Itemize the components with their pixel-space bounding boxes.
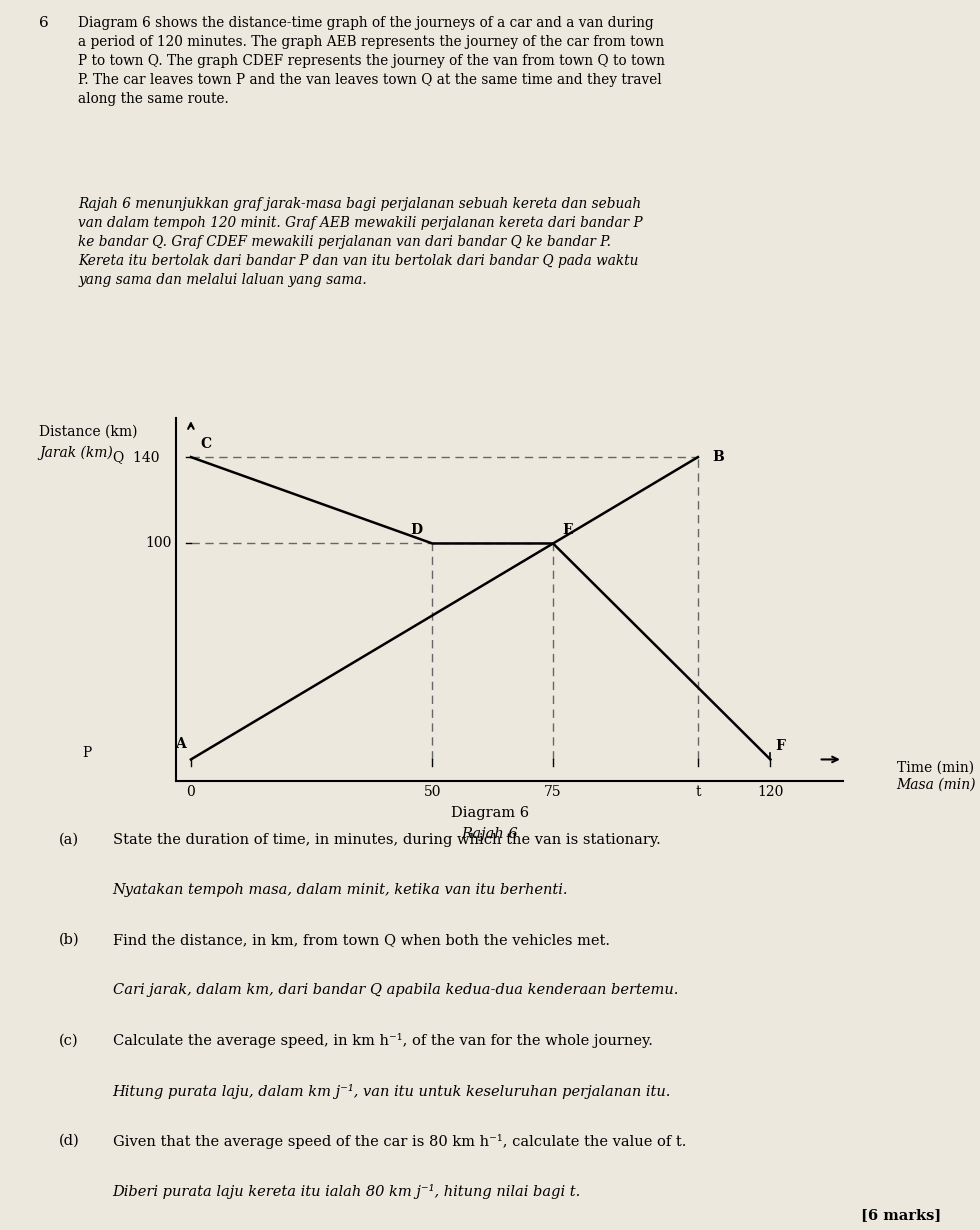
Text: F: F — [775, 739, 785, 753]
Text: Masa (min): Masa (min) — [897, 777, 976, 792]
Text: D: D — [411, 523, 422, 538]
Text: Rajah 6: Rajah 6 — [462, 827, 518, 840]
Text: B: B — [712, 450, 724, 464]
Text: 100: 100 — [145, 536, 172, 551]
Text: 50: 50 — [423, 786, 441, 800]
Text: Diagram 6: Diagram 6 — [451, 806, 529, 819]
Text: Distance (km): Distance (km) — [39, 424, 138, 438]
Text: t: t — [695, 786, 701, 800]
Text: Hitung purata laju, dalam km j⁻¹, van itu untuk keseluruhan perjalanan itu.: Hitung purata laju, dalam km j⁻¹, van it… — [113, 1084, 671, 1098]
Text: (c): (c) — [59, 1033, 78, 1048]
Text: Diberi purata laju kereta itu ialah 80 km j⁻¹, hitung nilai bagi t.: Diberi purata laju kereta itu ialah 80 k… — [113, 1184, 581, 1199]
Text: Given that the average speed of the car is 80 km h⁻¹, calculate the value of t.: Given that the average speed of the car … — [113, 1134, 686, 1149]
Text: C: C — [201, 437, 212, 450]
Text: Time (min): Time (min) — [897, 760, 974, 775]
Text: Cari jarak, dalam km, dari bandar Q apabila kedua-dua kenderaan bertemu.: Cari jarak, dalam km, dari bandar Q apab… — [113, 983, 678, 998]
Text: A: A — [175, 737, 186, 750]
Text: Calculate the average speed, in km h⁻¹, of the van for the whole journey.: Calculate the average speed, in km h⁻¹, … — [113, 1033, 653, 1048]
Text: 75: 75 — [544, 786, 562, 800]
Text: Diagram 6 shows the distance-time graph of the journeys of a car and a van durin: Diagram 6 shows the distance-time graph … — [78, 16, 665, 106]
Text: [6 marks]: [6 marks] — [860, 1208, 941, 1221]
Text: 6: 6 — [39, 16, 49, 30]
Text: Find the distance, in km, from town Q when both the vehicles met.: Find the distance, in km, from town Q wh… — [113, 934, 610, 947]
Text: E: E — [563, 523, 573, 538]
Text: State the duration of time, in minutes, during which the van is stationary.: State the duration of time, in minutes, … — [113, 833, 661, 846]
Text: Q  140: Q 140 — [113, 450, 159, 464]
Text: (b): (b) — [59, 934, 79, 947]
Text: (a): (a) — [59, 833, 79, 846]
Text: 0: 0 — [186, 786, 195, 800]
Text: (d): (d) — [59, 1134, 79, 1148]
Text: Nyatakan tempoh masa, dalam minit, ketika van itu berhenti.: Nyatakan tempoh masa, dalam minit, ketik… — [113, 883, 568, 897]
Text: P: P — [82, 745, 91, 760]
Text: 120: 120 — [758, 786, 784, 800]
Text: Jarak (km): Jarak (km) — [39, 445, 113, 460]
Text: Rajah 6 menunjukkan graf jarak-masa bagi perjalanan sebuah kereta dan sebuah
van: Rajah 6 menunjukkan graf jarak-masa bagi… — [78, 197, 643, 287]
